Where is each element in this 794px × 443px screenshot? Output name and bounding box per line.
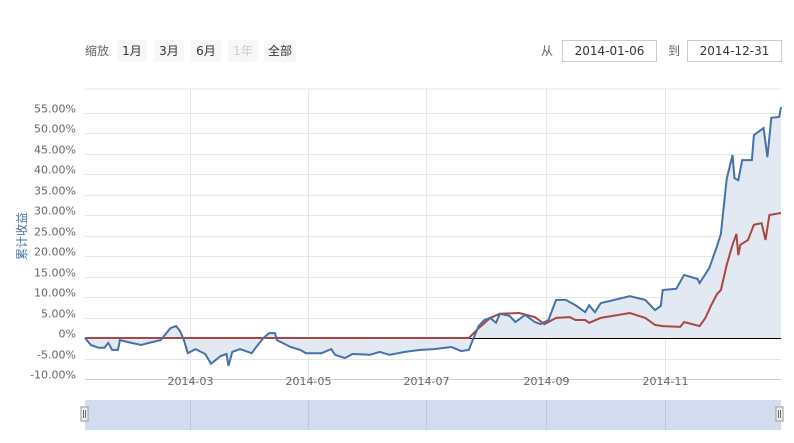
x-tick-label: 2014-07 (404, 375, 450, 388)
series-2-line[interactable] (85, 212, 782, 339)
y-tick-label: -5.00% (37, 349, 76, 362)
y-tick-label: 10.00% (34, 287, 76, 300)
navigator-handle-right[interactable] (775, 406, 784, 422)
y-tick-label: 55.00% (34, 103, 76, 116)
range-button-1y[interactable]: 1年 (228, 40, 258, 62)
navigator-selection[interactable] (85, 400, 781, 430)
x-tick-label: 2014-05 (286, 375, 332, 388)
x-tick-label: 2014-03 (168, 375, 214, 388)
y-tick-label: 30.00% (34, 205, 76, 218)
y-tick-label: 15.00% (34, 267, 76, 280)
from-label: 从 (541, 44, 554, 58)
y-tick-label: 35.00% (34, 185, 76, 198)
navigator[interactable] (80, 400, 784, 430)
range-button-6m[interactable]: 6月 (191, 40, 221, 62)
series-1-area (85, 107, 781, 366)
navigator-grid (190, 400, 666, 430)
to-label: 到 (668, 44, 681, 58)
grid (85, 88, 781, 380)
x-tick-label: 2014-09 (524, 375, 570, 388)
y-tick-label: 0% (59, 328, 76, 341)
navigator-handle-left[interactable] (80, 406, 89, 422)
y-axis-title: 累计收益 (15, 212, 29, 260)
series-1-line[interactable] (84, 107, 782, 367)
y-tick-label: 25.00% (34, 226, 76, 239)
range-button-3m[interactable]: 3月 (154, 40, 184, 62)
x-tick-label: 2014-11 (643, 375, 689, 388)
y-tick-label: 45.00% (34, 144, 76, 157)
range-button-1m[interactable]: 1月 (117, 40, 147, 62)
y-tick-label: 40.00% (34, 164, 76, 177)
to-date-input[interactable]: 2014-12-31 (687, 40, 782, 62)
y-tick-label: -10.00% (30, 369, 76, 382)
y-tick-label: 5.00% (41, 308, 76, 321)
x-axis-labels: 2014-03 2014-05 2014-07 2014-09 2014-11 (168, 375, 689, 388)
zoom-label: 缩放 (85, 44, 110, 58)
y-axis-labels: -10.00% -5.00% 0% 5.00% 10.00% 15.00% 20.00% 25… (30, 103, 76, 382)
y-tick-label: 20.00% (34, 246, 76, 259)
range-button-all[interactable]: 全部 (264, 40, 296, 62)
y-tick-label: 50.00% (34, 123, 76, 136)
from-date-input[interactable]: 2014-01-06 (562, 40, 657, 62)
